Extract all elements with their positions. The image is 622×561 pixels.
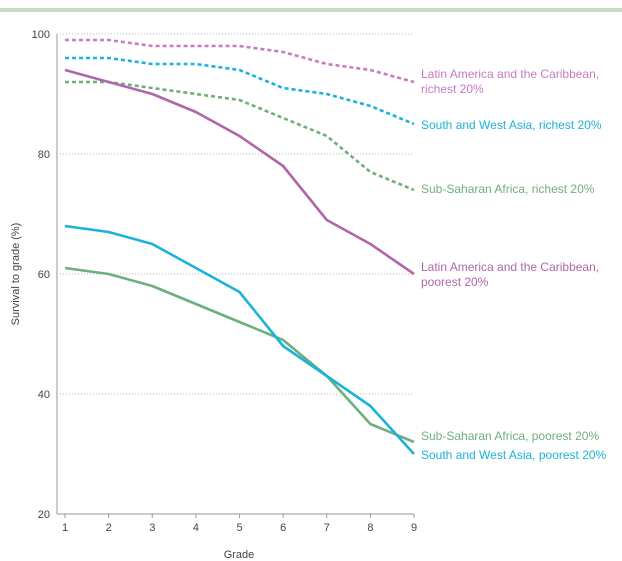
x-tick-label: 7 xyxy=(324,522,330,534)
series-label: South and West Asia, richest 20% xyxy=(421,118,602,132)
series-line xyxy=(65,38,415,84)
y-tick-label: 100 xyxy=(32,29,50,41)
series-line xyxy=(65,56,415,126)
x-tick-label: 9 xyxy=(411,522,417,534)
x-tick-label: 1 xyxy=(62,522,68,534)
x-tick-label: 5 xyxy=(236,522,242,534)
y-tick-label: 60 xyxy=(38,269,50,281)
series-label: Sub-Saharan Africa, poorest 20% xyxy=(421,429,599,443)
x-axis: 1 2 3 4 5 6 7 8 9 xyxy=(57,513,417,534)
top-divider xyxy=(0,8,622,12)
series-label: Sub-Saharan Africa, richest 20% xyxy=(421,182,595,196)
x-tick-label: 8 xyxy=(367,522,373,534)
series-line xyxy=(64,224,415,455)
x-tick-label: 4 xyxy=(193,522,199,534)
y-axis: 20 40 60 80 100 xyxy=(32,29,58,521)
series-label: Latin America and the Caribbean, xyxy=(421,67,599,81)
series-line xyxy=(64,266,415,444)
series-line xyxy=(64,68,415,276)
series-label: richest 20% xyxy=(421,82,484,96)
series-label: poorest 20% xyxy=(421,275,489,289)
series-lines xyxy=(64,38,415,455)
x-tick-label: 6 xyxy=(280,522,286,534)
series-line xyxy=(65,80,415,192)
y-tick-label: 80 xyxy=(38,149,50,161)
y-axis-title: Survival to grade (%) xyxy=(10,223,22,326)
gridlines xyxy=(57,33,414,395)
x-tick-label: 3 xyxy=(149,522,155,534)
y-tick-label: 40 xyxy=(38,389,50,401)
series-label: Latin America and the Caribbean, xyxy=(421,260,599,274)
y-tick-label: 20 xyxy=(38,509,50,521)
x-axis-title: Grade xyxy=(224,549,255,561)
series-label: South and West Asia, poorest 20% xyxy=(421,448,607,462)
x-tick-label: 2 xyxy=(106,522,112,534)
series-labels: Latin America and the Caribbean,richest … xyxy=(421,67,607,462)
